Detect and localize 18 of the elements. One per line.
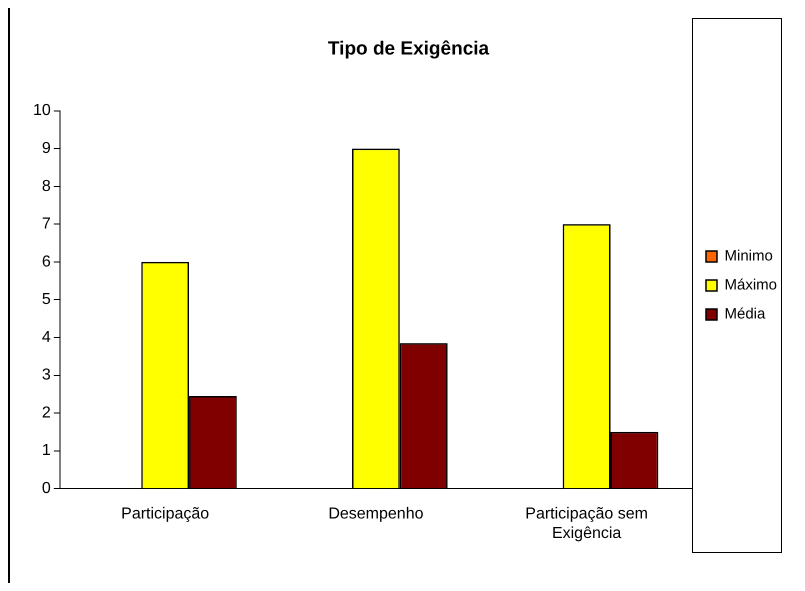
legend-label: Média (724, 306, 766, 323)
y-tick-label: 10 (33, 102, 51, 120)
x-tick-label: Participação sem Exigência (525, 506, 648, 542)
y-tick-label: 7 (42, 216, 51, 233)
y-tick-label: 0 (42, 480, 51, 498)
x-tick-label: Participação (121, 506, 210, 523)
y-tick-label: 3 (42, 366, 51, 384)
chart-title: Tipo de Exigência (328, 38, 490, 60)
y-tick-label: 4 (42, 328, 51, 346)
legend-label: Máximo (724, 276, 778, 294)
y-tick-label: 5 (42, 291, 51, 308)
y-tick-label: 1 (42, 442, 51, 460)
y-tick-label: 2 (42, 404, 51, 422)
legend-label: Minimo (724, 248, 773, 265)
y-tick-label: 8 (42, 178, 51, 195)
y-tick-label: 9 (42, 140, 51, 157)
x-tick-label: Desempenho (328, 506, 424, 523)
y-tick-label: 6 (42, 253, 51, 270)
